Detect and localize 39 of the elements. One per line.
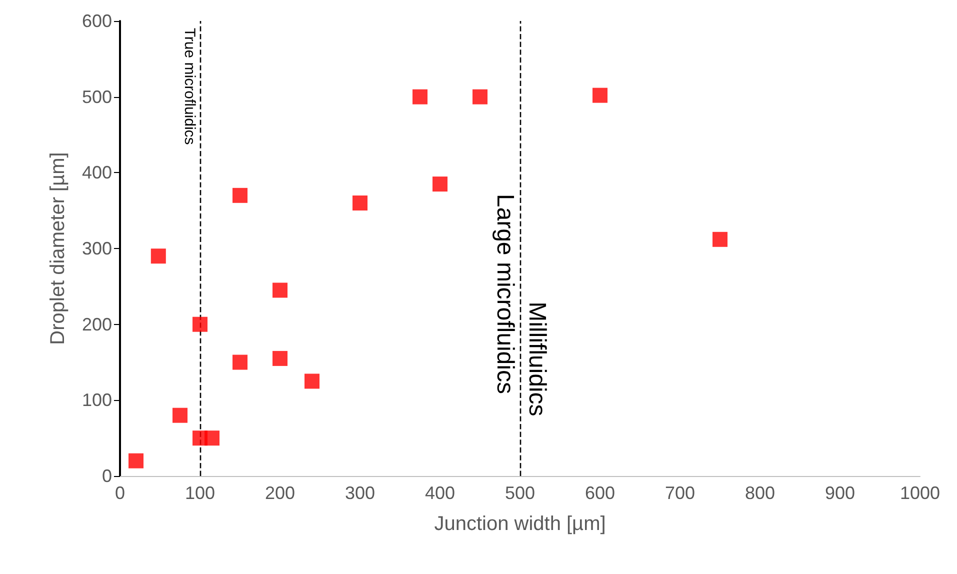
x-tick-label: 300	[344, 483, 376, 503]
point	[192, 316, 208, 332]
point	[232, 188, 248, 203]
point	[352, 196, 368, 210]
x-tick-label: 600	[584, 483, 616, 503]
x-tick-label: 100	[184, 483, 216, 503]
y-axis-title: Droplet diameter [µm]	[47, 152, 69, 345]
point	[272, 282, 288, 298]
y-tick-label: 300	[82, 238, 112, 258]
y-tick-label: 100	[82, 390, 112, 410]
point	[128, 453, 144, 468]
ref-line-label: True microfluidics	[181, 28, 198, 145]
point	[412, 89, 428, 104]
ref-line-label: Large microfluidics	[492, 194, 518, 394]
x-tick-label: 0	[114, 483, 126, 503]
point	[432, 176, 448, 192]
x-axis-title: Junction width [µm]	[434, 513, 606, 535]
point	[232, 354, 248, 370]
point	[592, 88, 608, 103]
point	[272, 350, 288, 366]
y-tick-label: 0	[102, 466, 112, 486]
point	[712, 232, 728, 247]
y-tick-label: 500	[82, 86, 112, 107]
point	[204, 430, 220, 446]
annotation: Millifluidics	[524, 302, 550, 416]
x-tick-label: 800	[744, 483, 776, 503]
point	[304, 374, 320, 389]
y-tick-label: 200	[82, 314, 112, 334]
point	[172, 408, 188, 423]
point	[150, 248, 166, 264]
x-tick-label: 500	[504, 483, 536, 503]
x-tick-label: 400	[424, 483, 456, 503]
y-tick-label: 400	[82, 162, 112, 183]
x-tick-label: 1000	[900, 483, 940, 503]
y-tick-label: 600	[82, 11, 112, 31]
x-tick-label: 700	[664, 483, 696, 503]
point	[472, 89, 488, 104]
x-tick-label: 200	[264, 483, 296, 503]
x-tick-label: 900	[824, 483, 856, 503]
